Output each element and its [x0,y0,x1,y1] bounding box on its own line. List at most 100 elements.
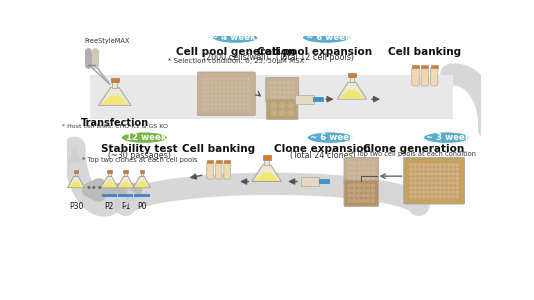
Circle shape [211,82,214,85]
Circle shape [418,177,421,180]
Circle shape [239,82,242,85]
Polygon shape [118,182,133,187]
FancyBboxPatch shape [207,162,214,179]
Text: Clone expansion: Clone expansion [274,144,371,154]
FancyBboxPatch shape [348,73,356,77]
Text: * Host cell lines: CHO-K1 & GS KO: * Host cell lines: CHO-K1 & GS KO [62,124,168,129]
FancyBboxPatch shape [124,172,127,176]
Circle shape [235,94,238,98]
Circle shape [362,184,365,187]
Circle shape [418,168,421,171]
Text: Transfection: Transfection [81,118,149,128]
Circle shape [362,161,365,165]
Text: Cell banking: Cell banking [388,47,461,57]
Circle shape [447,177,451,180]
Circle shape [207,103,210,106]
Circle shape [227,82,230,85]
Circle shape [239,103,242,106]
Circle shape [409,177,412,180]
Circle shape [451,172,454,176]
Circle shape [223,107,226,110]
Text: P1: P1 [121,202,130,211]
Circle shape [235,107,238,110]
FancyBboxPatch shape [301,177,319,186]
FancyBboxPatch shape [412,65,419,68]
Text: P2: P2 [105,202,114,211]
Circle shape [426,163,429,166]
FancyBboxPatch shape [207,160,213,163]
FancyBboxPatch shape [263,155,271,160]
Circle shape [451,163,454,166]
Polygon shape [68,182,83,187]
Circle shape [451,186,454,189]
Polygon shape [101,176,118,188]
Circle shape [278,91,281,94]
Circle shape [371,184,375,187]
Text: Cell pool generation: Cell pool generation [176,47,295,57]
Circle shape [456,182,459,184]
Circle shape [352,177,356,180]
Circle shape [366,184,370,187]
Circle shape [362,194,365,197]
Circle shape [430,168,434,171]
Circle shape [207,99,210,102]
Text: * Top two clones at each cell pools: * Top two clones at each cell pools [82,157,198,163]
Circle shape [409,190,412,194]
Circle shape [219,99,222,102]
Circle shape [418,195,421,198]
Circle shape [426,190,429,194]
Circle shape [366,199,370,202]
Circle shape [422,190,425,194]
FancyBboxPatch shape [430,68,438,86]
Circle shape [456,168,459,171]
Circle shape [366,194,370,197]
Circle shape [422,182,425,184]
Circle shape [439,177,442,180]
Circle shape [413,168,417,171]
Text: FreeStyleMAX: FreeStyleMAX [84,38,130,44]
Circle shape [451,195,454,198]
Circle shape [418,163,421,166]
Circle shape [451,190,454,194]
Circle shape [413,172,417,176]
Circle shape [207,77,210,80]
Circle shape [439,190,442,194]
Circle shape [279,110,285,116]
Circle shape [362,177,365,180]
Circle shape [447,182,451,184]
Circle shape [231,107,234,110]
Circle shape [422,163,425,166]
Circle shape [409,172,412,176]
Circle shape [451,177,454,180]
Polygon shape [100,96,129,105]
Circle shape [439,182,442,184]
Circle shape [231,99,234,102]
Circle shape [430,163,434,166]
Circle shape [348,177,351,180]
Circle shape [456,186,459,189]
Text: (Total 24 clones): (Total 24 clones) [289,151,356,160]
Circle shape [227,86,230,89]
Circle shape [451,182,454,184]
Circle shape [203,86,206,89]
Circle shape [435,195,438,198]
Circle shape [243,86,246,89]
Circle shape [443,195,446,198]
Circle shape [430,195,434,198]
Circle shape [456,177,459,180]
Circle shape [348,194,351,197]
Circle shape [274,91,277,94]
Circle shape [231,103,234,106]
Text: (2000 cells/well): (2000 cells/well) [203,53,269,62]
Circle shape [203,103,206,106]
Circle shape [292,86,295,89]
Polygon shape [135,182,150,187]
Polygon shape [254,172,280,181]
Ellipse shape [423,132,470,143]
Circle shape [227,103,230,106]
Polygon shape [337,82,367,99]
Circle shape [357,177,360,180]
Circle shape [231,82,234,85]
Circle shape [247,94,250,98]
FancyBboxPatch shape [112,82,117,88]
